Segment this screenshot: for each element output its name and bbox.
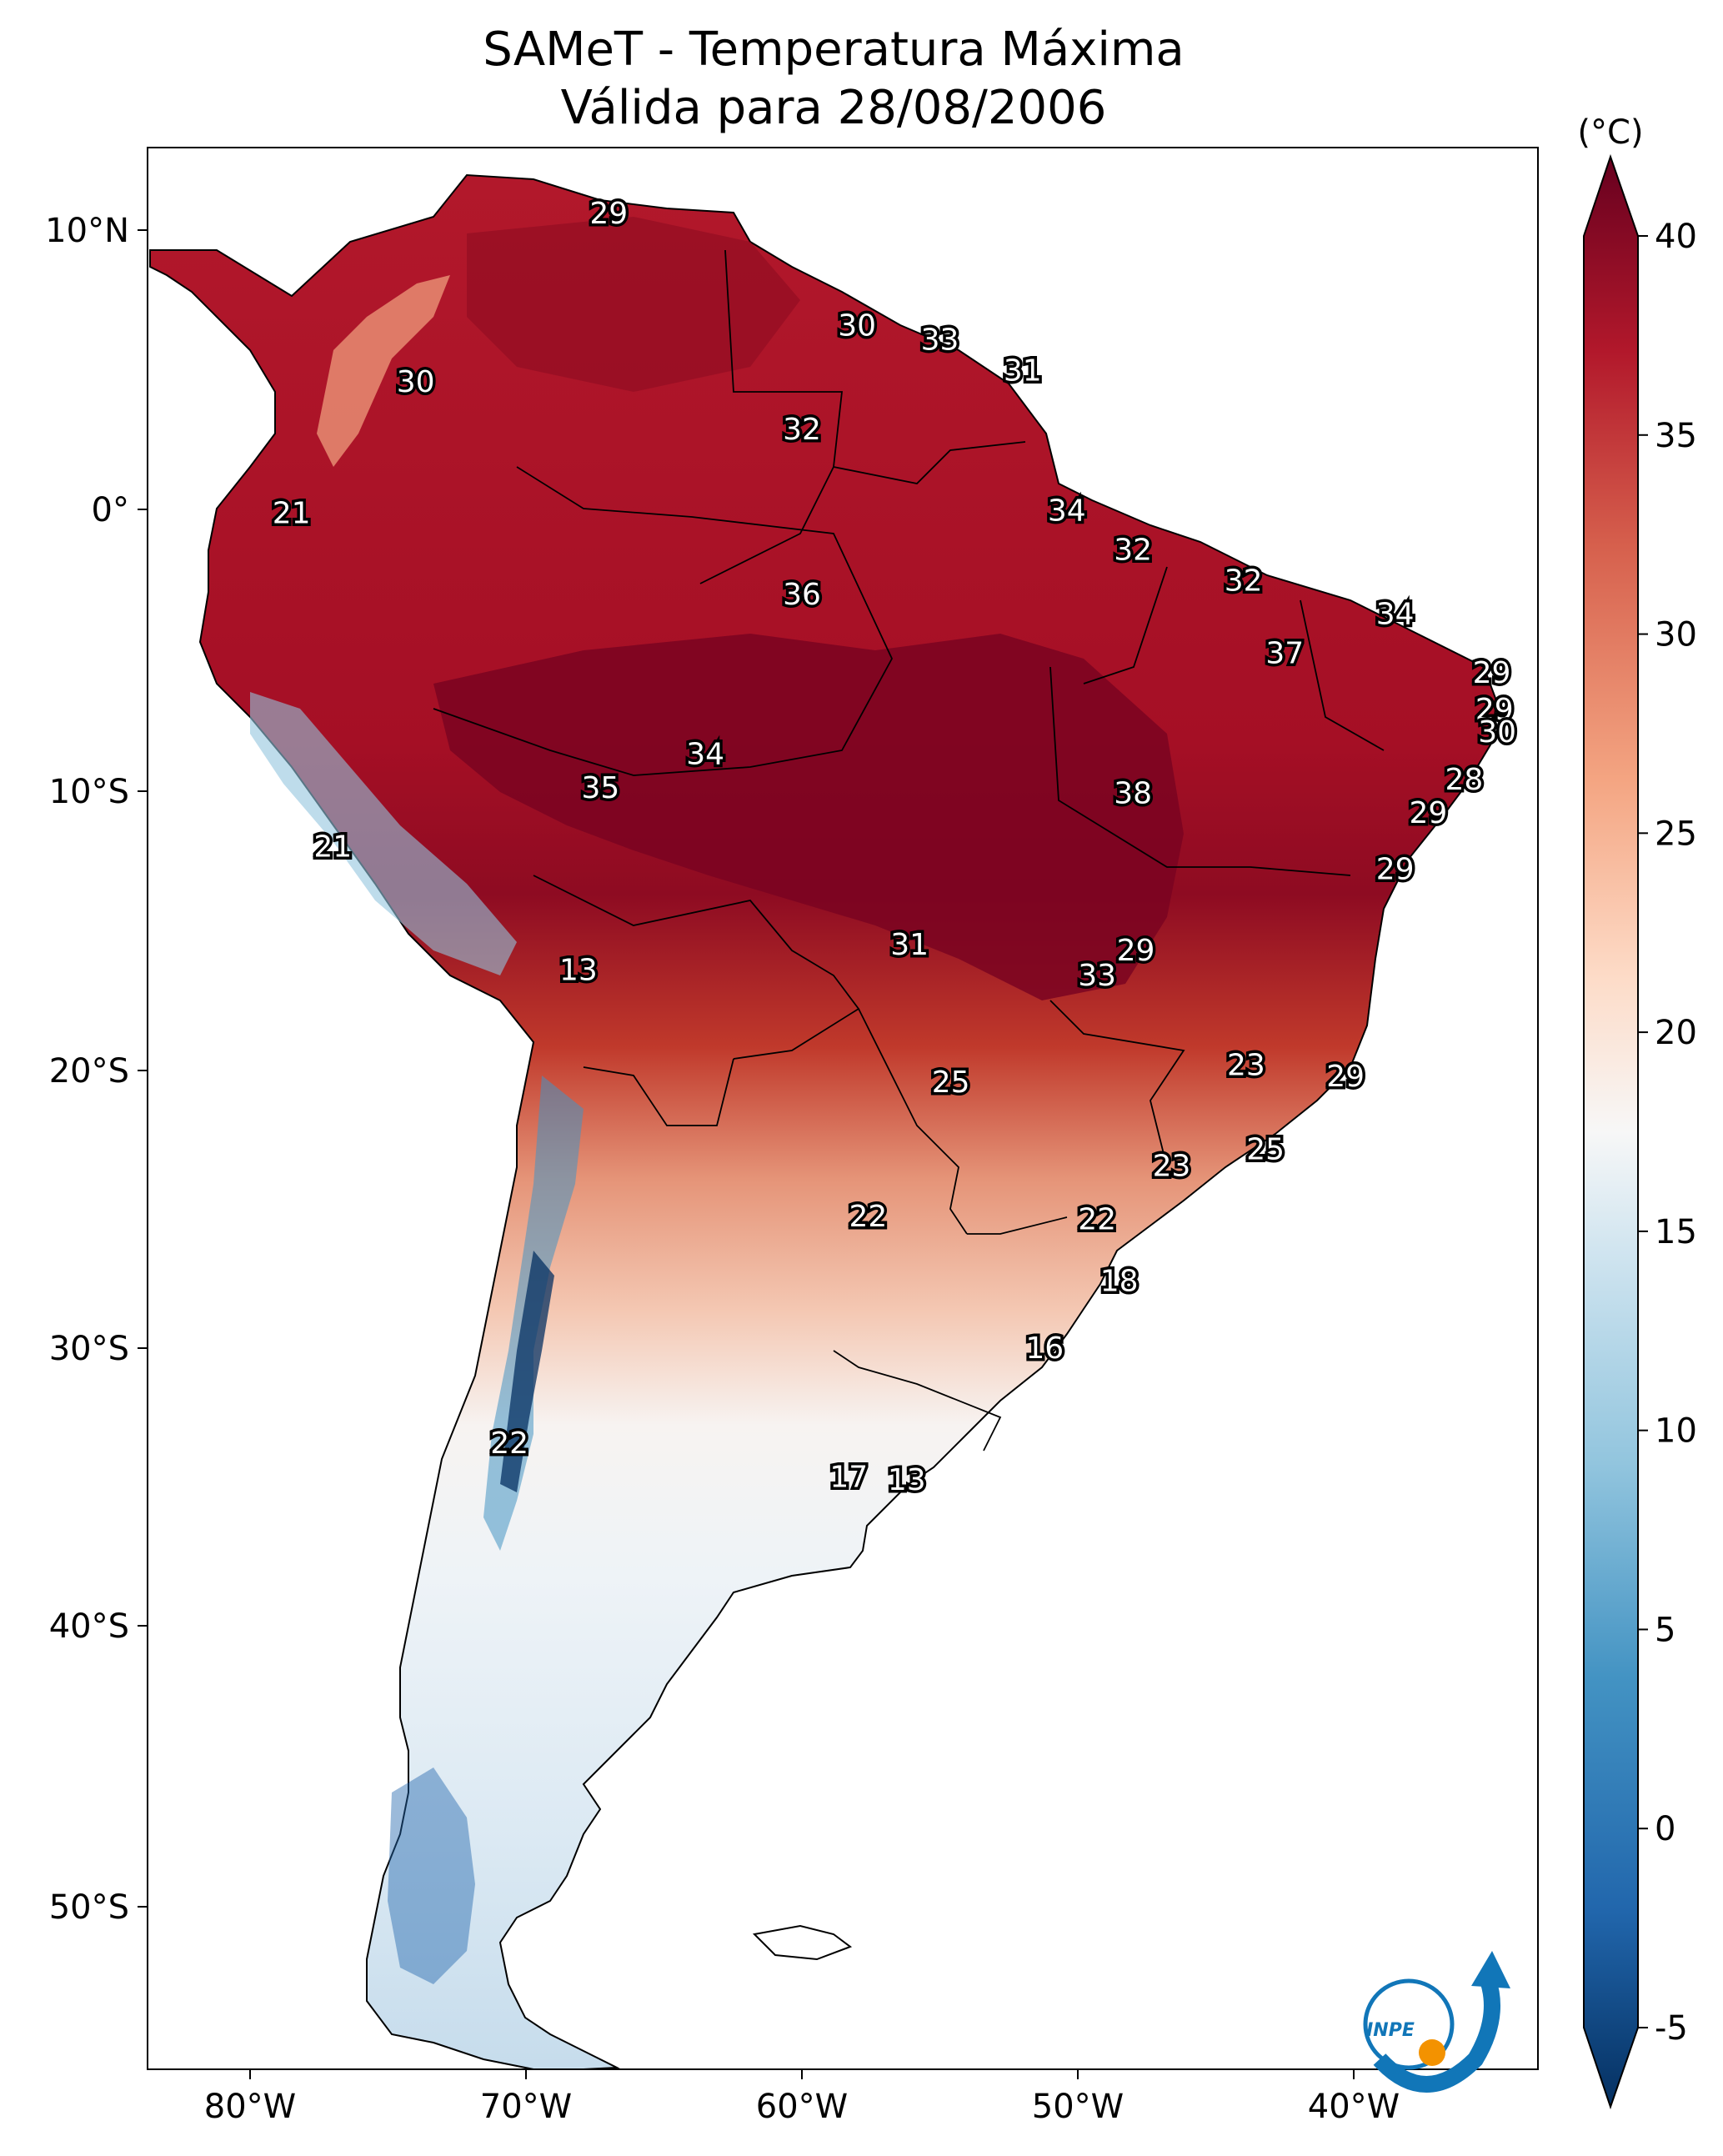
colorbar-unit: (°C) [1577,113,1643,152]
station-temp-label: 31 [890,928,929,962]
station-temp-label: 35 [581,771,619,805]
colorbar-tick-label: 30 [1655,616,1697,654]
colorbar-ticks: 40 35 30 25 20 15 10 5 0 -5 [1638,218,1697,2048]
peru-cold-band [250,692,517,975]
colorbar-tick-label: 10 [1655,1412,1697,1451]
latitude-axis: 10°N 0° 10°S 20°S 30°S 40°S 50°S [45,212,148,1927]
station-temp-label: 29 [1409,796,1447,830]
station-temp-label: 29 [1473,656,1511,690]
station-temp-label: 22 [490,1426,528,1461]
logo-ring [1363,1978,1455,2070]
station-temp-label: 32 [1225,564,1263,598]
station-temp-label: 32 [1114,533,1152,567]
colorbar-tick-label: 0 [1655,1810,1675,1848]
longitude-axis: 80°W 70°W 60°W 50°W 40°W [204,2069,1400,2126]
station-temp-label: 29 [1326,1060,1365,1094]
station-temp-label: 33 [1078,959,1116,993]
lat-label-40s: 40°S [49,1607,129,1646]
station-temp-label: 38 [1114,777,1152,811]
station-temp-label: 29 [1117,934,1155,968]
logo-text: INPE [1366,2020,1415,2041]
map-frame [147,147,1539,2070]
south-america-landmass [149,173,1498,2069]
lat-label-20s: 20°S [49,1052,129,1091]
hot-core-region [433,634,1184,1000]
colorbar-tick-label: 25 [1655,815,1697,853]
station-temp-label: 13 [888,1463,926,1497]
lon-label-80w: 80°W [204,2088,296,2126]
lat-label-10n: 10°N [45,212,129,250]
station-temp-label: 29 [1475,693,1514,727]
station-temp-label: 17 [829,1461,868,1495]
colorbar-tick-label: 5 [1655,1611,1675,1649]
lat-label-0: 0° [92,491,129,529]
station-temp-label: 23 [1153,1150,1191,1184]
map-panel [147,147,1539,2070]
patagonia-cold-band [388,1767,475,1984]
station-temp-label: 30 [397,365,435,399]
station-temp-label: 34 [1376,598,1415,632]
station-temp-label: 29 [589,197,628,231]
lon-label-60w: 60°W [756,2088,848,2126]
title-line-2: Válida para 28/08/2006 [561,81,1107,135]
station-temp-label: 33 [921,323,959,357]
station-temp-label: 21 [313,830,352,865]
colorbar-ramp [1583,153,1639,2110]
lon-label-50w: 50°W [1032,2088,1124,2126]
logo-swoosh [1373,1977,1500,2093]
station-temp-label: 37 [1265,637,1304,671]
station-temp-label: 30 [838,309,876,343]
lat-label-10s: 10°S [49,773,129,811]
colorbar-tick-label: -5 [1655,2009,1688,2048]
lat-label-50s: 50°S [49,1888,129,1927]
country-borders [433,249,1385,1452]
station-temp-label: 31 [1004,353,1042,388]
lon-label-40w: 40°W [1308,2088,1400,2126]
station-temp-label: 23 [1227,1049,1265,1083]
falkland-islands [752,1924,853,1961]
colorbar-tick-label: 15 [1655,1213,1697,1251]
lat-label-30s: 30°S [49,1330,129,1368]
station-temp-label: 21 [273,497,311,531]
andes-cold-core [500,1251,554,1492]
hot-north-region [467,217,800,392]
inpe-logo: INPE [1363,1951,1510,2093]
station-temp-label: 36 [783,578,821,612]
station-temp-label: 22 [1078,1202,1116,1236]
colorbar-tick-label: 35 [1655,417,1697,455]
station-temp-label: 28 [1445,763,1483,797]
station-temp-label: 18 [1100,1264,1139,1298]
station-temp-label: 30 [1478,715,1516,750]
station-temp-label: 13 [559,953,598,987]
colorbar-tick-label: 40 [1655,218,1697,256]
logo-arrow-icon [1471,1951,1510,1988]
logo-dot [1419,2039,1445,2066]
colombia-andes-band [317,275,450,467]
station-temp-label: 16 [1025,1331,1064,1366]
colorbar: (°C) 40 35 30 25 20 15 10 5 0 -5 [1577,113,1697,2110]
station-temp-label: 22 [849,1200,887,1234]
colorbar-tick-label: 20 [1655,1014,1697,1052]
lon-label-70w: 70°W [480,2088,572,2126]
station-temp-label: 29 [1376,852,1415,886]
title-line-1: SAMeT - Temperatura Máxima [483,23,1185,77]
station-temp-label: 32 [783,413,821,447]
station-temp-label: 25 [1246,1132,1285,1166]
station-temp-label: 25 [932,1065,970,1100]
station-temp-label: 34 [1048,494,1086,528]
station-temp-label: 34 [686,738,724,772]
